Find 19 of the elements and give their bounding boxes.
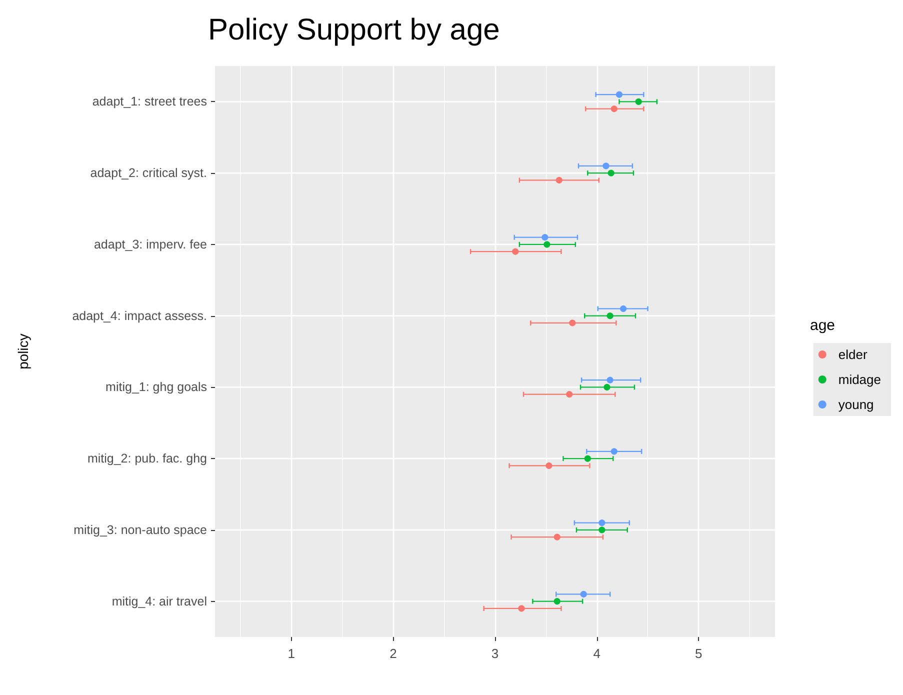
y-tick-label: mitig_3: non-auto space <box>74 522 208 537</box>
x-tick-label: 4 <box>593 646 600 661</box>
legend-title: age <box>810 317 836 334</box>
y-tick-label: adapt_4: impact assess. <box>72 308 207 323</box>
y-tick-label: adapt_2: critical syst. <box>90 166 207 180</box>
y-tick-label: mitig_4: air travel <box>112 594 207 608</box>
y-tick-label: mitig_2: pub. fac. ghg <box>87 452 208 466</box>
legend-label: midage <box>838 372 882 387</box>
x-tick-label: 2 <box>390 646 397 661</box>
y-tick-label: mitig_1: ghg goals <box>106 380 207 394</box>
legend-label: young <box>838 397 874 412</box>
y-tick-label: adapt_3: imperv. fee <box>94 237 208 252</box>
y-tick-label: adapt_1: street trees <box>92 94 207 109</box>
chart-title: Policy Support by age <box>208 14 500 46</box>
x-tick-label: 1 <box>288 646 295 661</box>
legend-label: elder <box>838 347 868 362</box>
y-axis-title: policy <box>15 334 31 370</box>
x-tick-label: 5 <box>695 646 702 661</box>
x-tick-label: 3 <box>491 646 499 661</box>
